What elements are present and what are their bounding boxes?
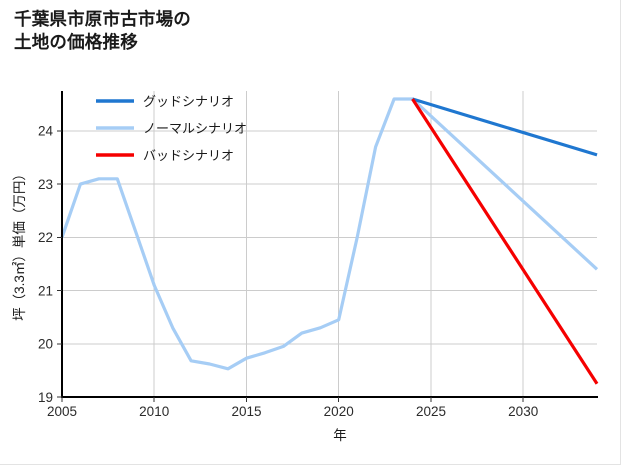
series-line-good: [412, 97, 598, 157]
x-axis-title: 年: [333, 428, 347, 443]
y-tick-label: 20: [38, 337, 53, 352]
y-tick-label: 24: [38, 124, 54, 139]
series-line-normal: [60, 97, 599, 371]
y-tick-label: 23: [38, 177, 53, 192]
legend-label-bad: バッドシナリオ: [143, 148, 234, 163]
x-tick-label: 2020: [324, 404, 354, 419]
plot-background: [62, 91, 597, 397]
x-tickmarks: [61, 397, 524, 402]
chart-legend: グッドシナリオ ノーマルシナリオ バッドシナリオ: [96, 94, 247, 163]
y-tickmarks: [57, 130, 62, 398]
x-tick-label: 2015: [231, 404, 261, 419]
series-line-bad: [411, 98, 599, 385]
x-tick-label: 2030: [508, 404, 538, 419]
x-tick-labels: 2005 2010 2015 2020 2025 2030: [47, 404, 538, 419]
legend-label-good: グッドシナリオ: [143, 94, 234, 109]
y-tick-label: 22: [38, 230, 53, 245]
x-tick-label: 2010: [139, 404, 169, 419]
y-axis-title: 坪（3.3㎡）単価（万円）: [12, 167, 27, 321]
y-tick-label: 19: [38, 390, 53, 405]
x-tick-label: 2025: [416, 404, 446, 419]
legend-label-normal: ノーマルシナリオ: [143, 121, 247, 136]
x-tick-label: 2005: [47, 404, 77, 419]
chart-title: 千葉県市原市古市場の 土地の価格推移: [14, 9, 191, 53]
y-tick-labels: 24 23 22 21 20 19: [38, 124, 54, 405]
y-tick-label: 21: [38, 283, 53, 298]
